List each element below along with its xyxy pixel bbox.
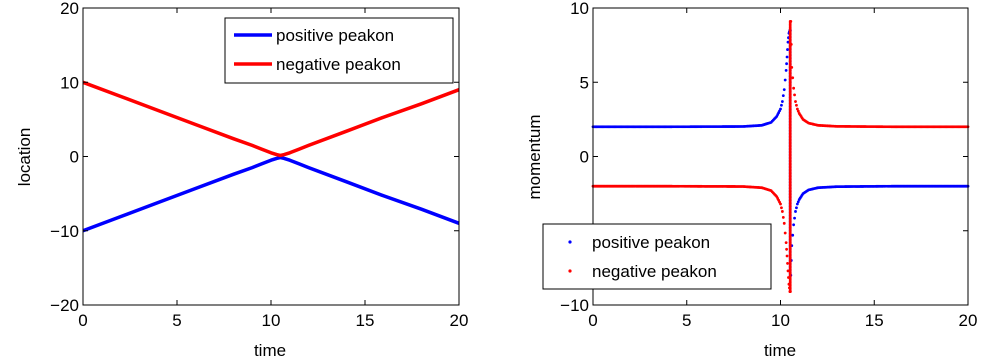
data-point bbox=[785, 62, 788, 66]
legend-label-negative: negative peakon bbox=[276, 55, 401, 74]
location-chart: location time 0 5 10 15 20 20 10 0 −10 −20 positi… bbox=[15, 0, 468, 360]
y-tick-label: 0 bbox=[580, 148, 589, 167]
legend-swatch-positive bbox=[568, 240, 572, 244]
series-lines bbox=[82, 80, 460, 233]
data-point bbox=[789, 42, 793, 46]
x-axis-label: time bbox=[764, 341, 796, 360]
data-point bbox=[785, 254, 789, 258]
x-axis-label: time bbox=[254, 341, 286, 360]
data-point bbox=[793, 216, 796, 220]
data-point bbox=[792, 86, 796, 90]
x-tick-label: 15 bbox=[865, 311, 884, 330]
legend-box bbox=[224, 17, 454, 84]
x-tick-label: 20 bbox=[959, 311, 978, 330]
y-tick-label: 20 bbox=[60, 0, 79, 18]
x-tick-label: 15 bbox=[356, 311, 375, 330]
data-point bbox=[791, 233, 795, 237]
data-point bbox=[785, 247, 788, 251]
data-point bbox=[779, 202, 782, 206]
x-tick-label: 0 bbox=[588, 311, 597, 330]
y-tick-label: 5 bbox=[580, 73, 589, 92]
legend: positive peakon negative peakon bbox=[542, 223, 772, 290]
y-tick-label: −20 bbox=[50, 296, 79, 315]
x-tick-label: 0 bbox=[78, 311, 87, 330]
data-point bbox=[794, 210, 797, 213]
data-point bbox=[783, 78, 787, 82]
data-point bbox=[795, 103, 798, 107]
data-point bbox=[786, 40, 790, 44]
legend-label-positive: positive peakon bbox=[276, 26, 394, 45]
data-point bbox=[782, 88, 786, 92]
data-point bbox=[790, 66, 794, 69]
y-tick-label: −10 bbox=[50, 222, 79, 241]
data-point bbox=[786, 262, 789, 265]
data-point bbox=[792, 223, 796, 227]
data-point bbox=[782, 221, 786, 225]
series-points bbox=[591, 19, 970, 294]
y-tick-label: 10 bbox=[60, 73, 79, 92]
y-tick-label: −10 bbox=[560, 296, 589, 315]
y-tick-label: 10 bbox=[570, 0, 589, 18]
x-tick-label: 20 bbox=[450, 311, 469, 330]
data-point bbox=[781, 215, 785, 219]
plot-frame bbox=[592, 7, 969, 306]
data-point bbox=[796, 109, 800, 113]
data-point bbox=[783, 231, 787, 235]
data-point bbox=[781, 94, 785, 98]
data-point bbox=[791, 76, 795, 80]
y-tick-label: 0 bbox=[70, 148, 79, 167]
legend-label-negative: negative peakon bbox=[592, 262, 717, 281]
series-points-1 bbox=[591, 19, 970, 294]
data-point bbox=[780, 206, 783, 210]
x-tick-label: 5 bbox=[682, 311, 691, 330]
data-point bbox=[785, 55, 789, 59]
legend-label-positive: positive peakon bbox=[592, 233, 710, 252]
data-point bbox=[794, 100, 797, 103]
data-point bbox=[784, 68, 788, 72]
data-point bbox=[786, 48, 789, 51]
data-point bbox=[784, 241, 788, 245]
legend-box bbox=[542, 223, 772, 290]
tick-labels: 0 5 10 15 20 20 10 0 −10 −20 bbox=[50, 0, 468, 330]
x-tick-label: 10 bbox=[262, 311, 281, 330]
plot-frame bbox=[82, 7, 460, 306]
series-line-0 bbox=[82, 155, 460, 233]
x-tick-label: 10 bbox=[771, 311, 790, 330]
data-point bbox=[780, 100, 784, 103]
y-axis-label: location bbox=[15, 128, 34, 187]
x-tick-label: 5 bbox=[172, 311, 181, 330]
legend: positive peakon negative peakon bbox=[224, 17, 454, 84]
data-point bbox=[779, 107, 782, 111]
data-point bbox=[786, 269, 790, 273]
data-point bbox=[795, 206, 798, 210]
data-point bbox=[793, 93, 796, 97]
y-axis-label: momentum bbox=[525, 114, 544, 199]
data-point bbox=[795, 107, 799, 111]
data-point bbox=[789, 19, 793, 23]
series-line-1 bbox=[82, 80, 460, 158]
data-point bbox=[780, 103, 783, 107]
data-point bbox=[796, 200, 800, 204]
data-point bbox=[795, 202, 799, 206]
legend-swatch-negative bbox=[568, 269, 572, 273]
data-point bbox=[780, 210, 784, 213]
